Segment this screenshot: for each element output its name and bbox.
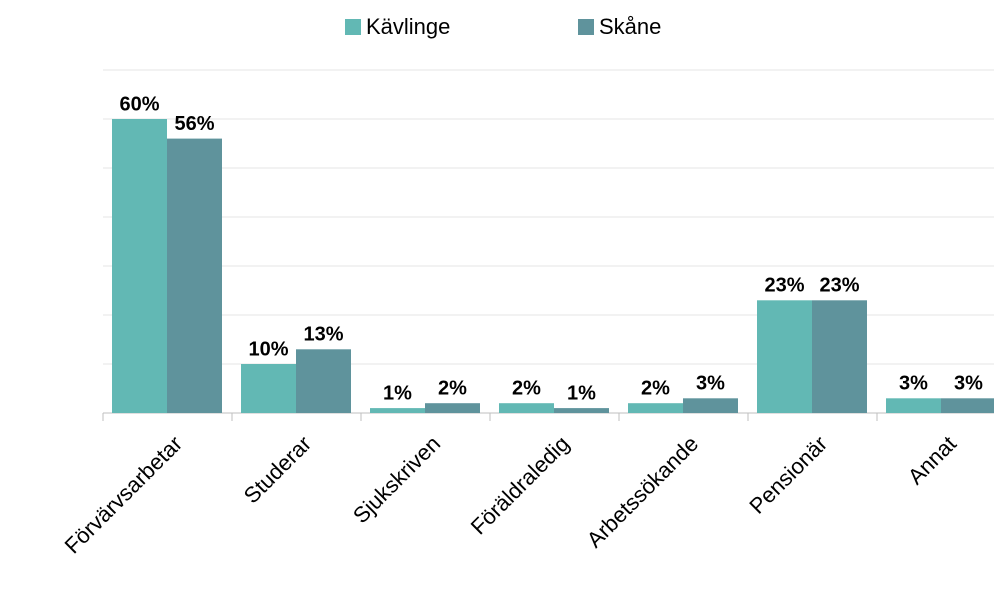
x-tick-label: Föräldraledig (466, 431, 574, 539)
legend-label: Kävlinge (366, 14, 450, 39)
value-label: 3% (899, 373, 928, 395)
bar (167, 138, 222, 413)
bar (112, 119, 167, 413)
bar (941, 398, 994, 413)
bar (757, 300, 812, 413)
value-label: 1% (383, 382, 412, 404)
bar (628, 403, 683, 413)
value-label: 13% (303, 324, 343, 346)
x-tick-label: Studerar (239, 431, 316, 508)
x-tick-label: Sjukskriven (348, 431, 445, 528)
value-label: 1% (567, 382, 596, 404)
bar (683, 398, 738, 413)
legend-swatch (345, 19, 361, 35)
bar (886, 398, 941, 413)
value-label: 10% (248, 338, 288, 360)
bar (370, 408, 425, 413)
value-label: 3% (954, 373, 983, 395)
legend-label: Skåne (599, 14, 661, 39)
x-tick-label: Annat (903, 431, 961, 489)
value-label: 23% (819, 275, 859, 297)
x-tick-label: Pensionär (744, 431, 832, 519)
legend-swatch (578, 19, 594, 35)
value-label: 2% (512, 377, 541, 399)
bar (296, 349, 351, 413)
x-tick-label: Arbetssökande (582, 431, 703, 552)
x-tick-label: Förvärvsarbetar (60, 431, 187, 558)
value-label: 60% (119, 93, 159, 115)
value-label: 23% (764, 275, 804, 297)
value-label: 56% (174, 113, 214, 135)
value-label: 2% (438, 377, 467, 399)
value-label: 3% (696, 373, 725, 395)
bar (554, 408, 609, 413)
bar (241, 364, 296, 413)
bar (812, 300, 867, 413)
value-label: 2% (641, 377, 670, 399)
bar (499, 403, 554, 413)
bar (425, 403, 480, 413)
